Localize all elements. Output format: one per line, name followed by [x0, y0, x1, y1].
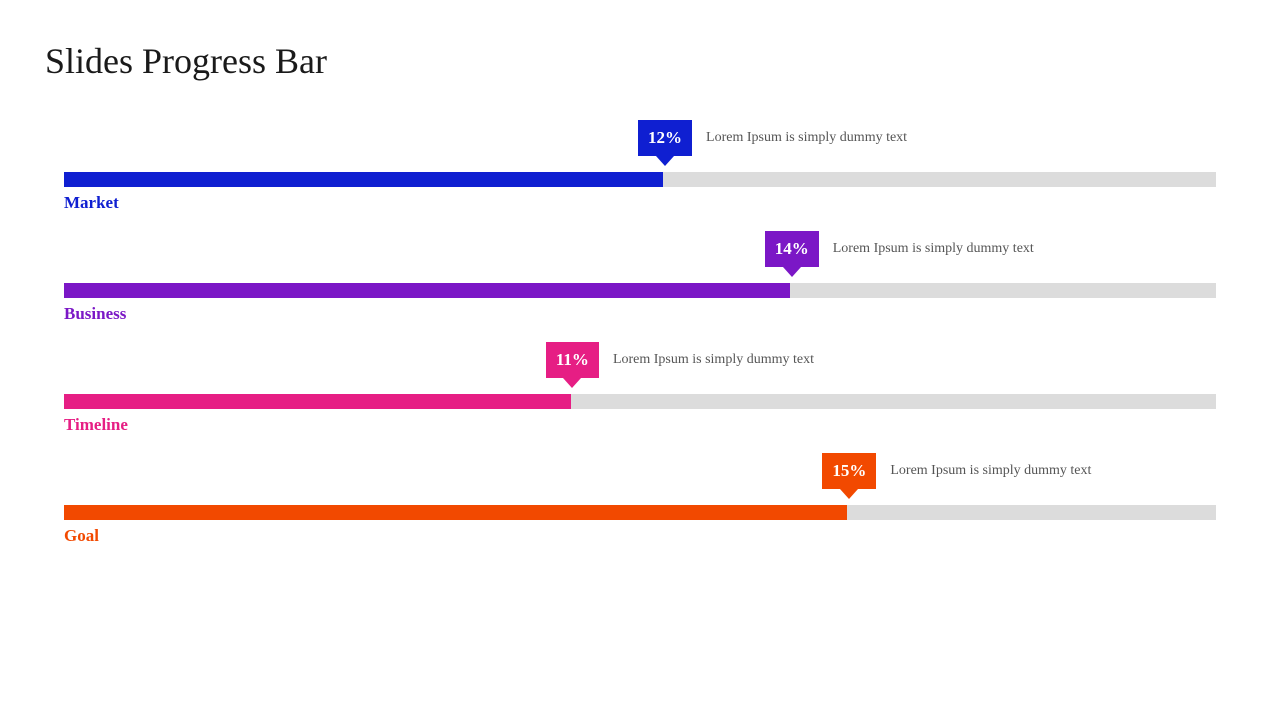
callout-arrow-icon	[840, 489, 858, 499]
callout-value: 15%	[832, 461, 866, 480]
page-title: Slides Progress Bar	[0, 0, 1280, 82]
callout-arrow-icon	[656, 156, 674, 166]
progress-track	[64, 283, 1216, 298]
bars-container: 12% Lorem Ipsum is simply dummy text Mar…	[0, 82, 1280, 546]
callout-value: 11%	[556, 350, 589, 369]
callout-desc: Lorem Ipsum is simply dummy text	[613, 352, 814, 368]
callout-value: 14%	[775, 239, 809, 258]
callout-wrap: 14% Lorem Ipsum is simply dummy text	[765, 231, 1034, 267]
progress-fill	[64, 394, 571, 409]
callout-badge: 14%	[765, 231, 819, 267]
callout-value: 12%	[648, 128, 682, 147]
progress-track	[64, 172, 1216, 187]
progress-track	[64, 505, 1216, 520]
bar-row-goal: 15% Lorem Ipsum is simply dummy text Goa…	[64, 505, 1216, 546]
bar-label: Business	[64, 304, 1216, 324]
progress-fill	[64, 172, 663, 187]
callout-desc: Lorem Ipsum is simply dummy text	[706, 130, 907, 146]
callout-desc: Lorem Ipsum is simply dummy text	[890, 463, 1091, 479]
callout-arrow-icon	[563, 378, 581, 388]
callout-wrap: 15% Lorem Ipsum is simply dummy text	[822, 453, 1091, 489]
callout-desc: Lorem Ipsum is simply dummy text	[833, 241, 1034, 257]
bar-row-timeline: 11% Lorem Ipsum is simply dummy text Tim…	[64, 394, 1216, 435]
progress-fill	[64, 283, 790, 298]
callout-badge: 15%	[822, 453, 876, 489]
callout-badge: 11%	[546, 342, 599, 378]
bar-row-market: 12% Lorem Ipsum is simply dummy text Mar…	[64, 172, 1216, 213]
bar-label: Timeline	[64, 415, 1216, 435]
bar-label: Goal	[64, 526, 1216, 546]
bar-row-business: 14% Lorem Ipsum is simply dummy text Bus…	[64, 283, 1216, 324]
progress-fill	[64, 505, 847, 520]
bar-label: Market	[64, 193, 1216, 213]
callout-wrap: 11% Lorem Ipsum is simply dummy text	[546, 342, 814, 378]
callout-arrow-icon	[783, 267, 801, 277]
callout-badge: 12%	[638, 120, 692, 156]
progress-track	[64, 394, 1216, 409]
callout-wrap: 12% Lorem Ipsum is simply dummy text	[638, 120, 907, 156]
